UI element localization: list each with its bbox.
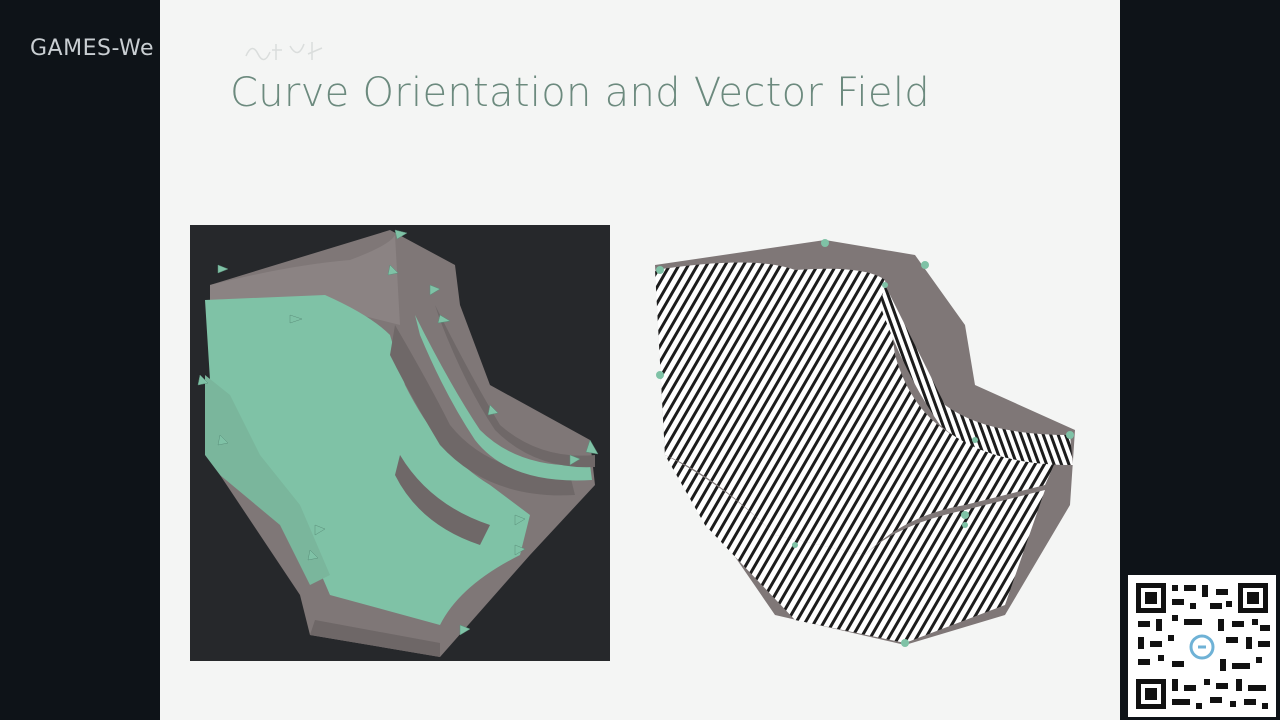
striped-field-render-image bbox=[645, 225, 1085, 661]
presentation-slide: Curve Orientation and Vector Field bbox=[160, 0, 1120, 720]
green-mesh-render-image bbox=[190, 225, 610, 661]
channel-watermark: GAMES-We bbox=[30, 36, 154, 61]
slide-title: Curve Orientation and Vector Field bbox=[230, 70, 930, 116]
qr-code-icon bbox=[1128, 575, 1276, 717]
faint-logo-mark bbox=[245, 42, 323, 61]
